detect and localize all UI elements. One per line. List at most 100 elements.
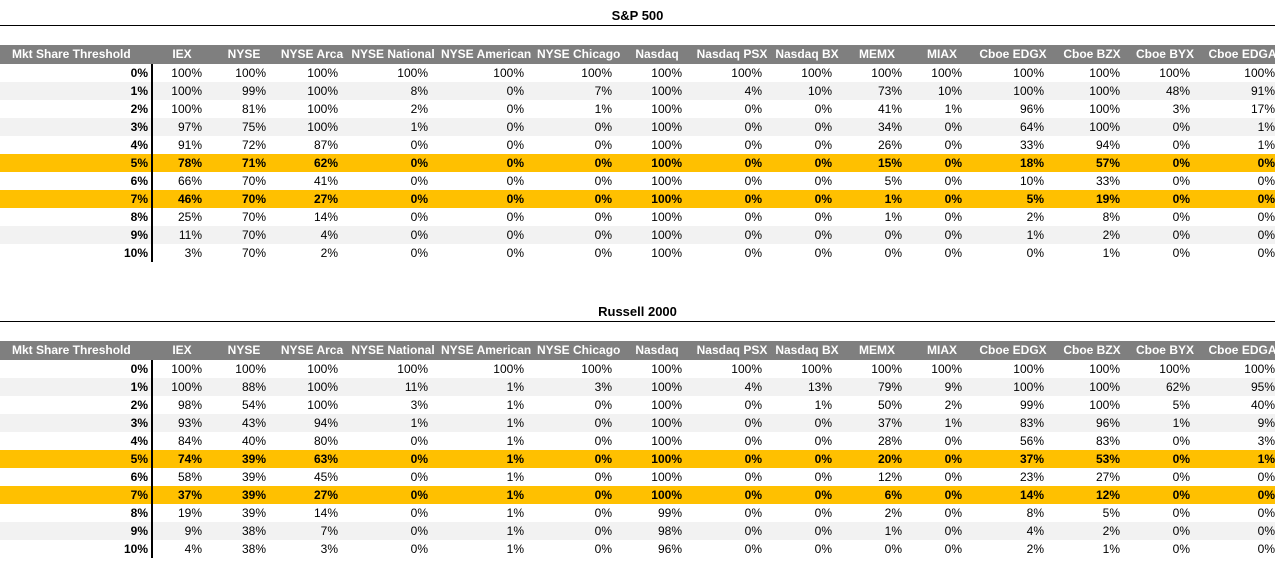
column-header: NYSE National xyxy=(348,341,438,360)
value-cell: 99% xyxy=(1019,398,1044,412)
value-cell: 1% xyxy=(912,414,972,432)
value-cell: 0% xyxy=(534,190,622,208)
threshold-cell: 2% xyxy=(0,396,153,414)
value-cell: 99% xyxy=(212,82,276,100)
value-cell: 100% xyxy=(1089,66,1120,80)
value-cell: 100% xyxy=(972,378,1054,396)
value-cell: 100% xyxy=(651,66,682,80)
value-cell: 0% xyxy=(912,486,972,504)
value-cell: 34% xyxy=(842,118,912,136)
value-cell: 0% xyxy=(594,434,612,448)
threshold-cell: 0% xyxy=(0,360,153,378)
value-cell: 39% xyxy=(212,486,276,504)
value-cell: 0% xyxy=(438,226,534,244)
value-cell: 0% xyxy=(506,210,524,224)
value-cell: 2% xyxy=(1026,210,1044,224)
value-cell: 70% xyxy=(241,210,266,224)
value-cell: 10% xyxy=(772,82,842,100)
value-cell: 0% xyxy=(744,398,762,412)
value-cell: 100% xyxy=(276,118,348,136)
value-cell: 37% xyxy=(152,486,212,504)
value-cell: 0% xyxy=(744,138,762,152)
value-cell: 1% xyxy=(842,190,912,208)
value-cell: 0% xyxy=(1200,522,1275,540)
threshold-cell: 2% xyxy=(0,100,153,118)
value-cell: 100% xyxy=(276,378,348,396)
value-cell: 0% xyxy=(438,154,534,172)
value-cell: 100% xyxy=(397,66,428,80)
value-cell: 0% xyxy=(594,138,612,152)
value-cell: 62% xyxy=(1130,378,1200,396)
value-cell: 100% xyxy=(651,398,682,412)
value-cell: 0% xyxy=(1172,138,1190,152)
value-cell: 0% xyxy=(814,246,832,260)
value-cell: 11% xyxy=(348,378,438,396)
column-header: Cboe EDGX xyxy=(972,341,1054,360)
value-cell: 14% xyxy=(313,506,338,520)
threshold-cell: 8% xyxy=(0,504,153,522)
value-cell: 0% xyxy=(772,226,842,244)
value-cell: 1% xyxy=(1200,118,1275,136)
value-cell: 0% xyxy=(410,174,428,188)
value-cell: 3% xyxy=(1172,102,1190,116)
value-cell: 0% xyxy=(506,174,524,188)
value-cell: 100% xyxy=(1013,66,1044,80)
value-cell: 1% xyxy=(506,506,524,520)
value-cell: 100% xyxy=(1244,66,1275,80)
column-header: NYSE American xyxy=(438,341,534,360)
value-cell: 40% xyxy=(241,434,266,448)
value-cell: 0% xyxy=(438,82,534,100)
table-row: 0% 100% 100% 100% 100% 100% 100% 100% 100% 100% 10… xyxy=(0,360,1275,378)
value-cell: 0% xyxy=(944,210,962,224)
value-cell: 100% xyxy=(1054,378,1130,396)
value-cell: 0% xyxy=(912,522,972,540)
column-header: Cboe EDGX xyxy=(972,45,1054,64)
value-cell: 94% xyxy=(276,414,348,432)
value-cell: 72% xyxy=(241,138,266,152)
value-cell: 0% xyxy=(744,542,762,556)
value-cell: 100% xyxy=(651,174,682,188)
value-cell: 0% xyxy=(1172,174,1190,188)
threshold-cell: 6% xyxy=(0,468,153,486)
value-cell: 4% xyxy=(276,226,348,244)
value-cell: 100% xyxy=(1013,362,1044,376)
value-cell: 98% xyxy=(622,522,692,540)
column-header: Nasdaq xyxy=(622,45,692,64)
value-cell: 1% xyxy=(1200,450,1275,468)
threshold-cell: 9% xyxy=(0,226,153,244)
value-cell: 46% xyxy=(152,190,212,208)
value-cell: 100% xyxy=(801,362,832,376)
value-cell: 75% xyxy=(212,118,276,136)
value-cell: 0% xyxy=(944,506,962,520)
header-row: Mkt Share Threshold IEX NYSE NYSE Arca NYSE … xyxy=(0,45,1275,64)
value-cell: 4% xyxy=(692,378,772,396)
column-header: MIAX xyxy=(912,45,972,64)
value-cell: 1% xyxy=(884,210,902,224)
value-cell: 1% xyxy=(594,102,612,116)
table-row: 6% 58% 39% 45% 0% 1% 0% 100% 0% 0% 12% 0% 23% 27% 0% 0% xyxy=(0,468,1275,486)
value-cell: 100% xyxy=(493,66,524,80)
value-cell: 0% xyxy=(506,246,524,260)
table-row: 4% 84% 40% 80% 0% 1% 0% 100% 0% 0% 28% 0% 56% 83% 0% 3% xyxy=(0,432,1275,450)
value-cell: 100% xyxy=(1054,118,1130,136)
value-cell: 99% xyxy=(657,506,682,520)
value-cell: 100% xyxy=(622,414,692,432)
value-cell: 1% xyxy=(1102,542,1120,556)
value-cell: 0% xyxy=(944,174,962,188)
column-header: NYSE Chicago xyxy=(534,341,622,360)
value-cell: 0% xyxy=(814,434,832,448)
value-cell: 0% xyxy=(1172,542,1190,556)
value-cell: 66% xyxy=(177,174,202,188)
header-row: Mkt Share Threshold IEX NYSE NYSE Arca NYSE … xyxy=(0,341,1275,360)
value-cell: 74% xyxy=(152,450,212,468)
value-cell: 0% xyxy=(438,118,534,136)
value-cell: 0% xyxy=(1200,190,1275,208)
value-cell: 91% xyxy=(1200,82,1275,100)
value-cell: 70% xyxy=(212,226,276,244)
column-header: MIAX xyxy=(912,341,972,360)
value-cell: 100% xyxy=(622,154,692,172)
value-cell: 0% xyxy=(814,542,832,556)
value-cell: 11% xyxy=(152,226,212,244)
value-cell: 54% xyxy=(241,398,266,412)
value-cell: 0% xyxy=(814,210,832,224)
